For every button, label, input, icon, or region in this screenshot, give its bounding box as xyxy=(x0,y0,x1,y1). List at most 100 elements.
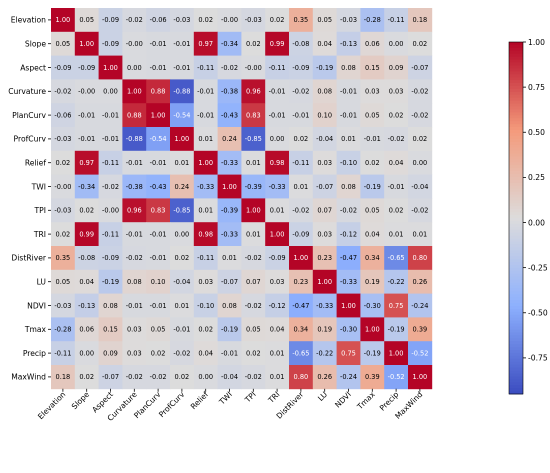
heatmap-cell xyxy=(408,198,433,223)
heatmap-cell xyxy=(336,8,361,33)
heatmap-cell xyxy=(146,174,171,199)
heatmap-cell xyxy=(336,150,361,175)
cell-value-label: -0.33 xyxy=(340,278,357,286)
colorbar-segment xyxy=(509,220,523,225)
cell-value-label: -0.22 xyxy=(316,349,333,357)
cell-value-label: 0.00 xyxy=(270,135,285,143)
colorbar-segment xyxy=(509,244,523,248)
heatmap-cell xyxy=(408,127,433,152)
cell-value-label: -0.01 xyxy=(388,183,405,191)
heatmap-cell xyxy=(241,127,266,152)
cell-value-label: -0.02 xyxy=(245,302,262,310)
y-tick-label: Aspect xyxy=(20,63,46,72)
colorbar-segment xyxy=(509,159,523,163)
x-tick-label: Relief xyxy=(189,390,211,412)
cell-value-label: 0.05 xyxy=(365,207,380,215)
colorbar-segment xyxy=(509,147,523,151)
heatmap-cell xyxy=(51,174,76,199)
cell-value-label: -0.34 xyxy=(78,183,95,191)
cell-value-label: -0.19 xyxy=(364,349,381,357)
cell-value-label: 0.02 xyxy=(389,111,404,119)
heatmap-cell xyxy=(98,341,123,366)
heatmap-cell xyxy=(408,31,433,56)
x-tick-label: TWI xyxy=(217,390,234,407)
heatmap-cell xyxy=(170,55,195,80)
colorbar-segment xyxy=(509,176,523,181)
colorbar-segment xyxy=(509,109,523,113)
colorbar-segment xyxy=(509,127,523,131)
colorbar-segment xyxy=(509,262,523,266)
x-tick-label: TPI xyxy=(243,390,258,405)
heatmap-cell xyxy=(98,269,123,294)
cell-value-label: -0.03 xyxy=(340,16,357,24)
cell-value-label: 0.00 xyxy=(389,40,404,48)
cell-value-label: -0.43 xyxy=(221,111,238,119)
cell-value-label: -0.09 xyxy=(102,254,119,262)
cell-value-label: 0.04 xyxy=(198,349,213,357)
heatmap-cell xyxy=(74,341,99,366)
heatmap-cell xyxy=(170,8,195,33)
colorbar-segment xyxy=(509,62,523,66)
cell-value-label: 0.75 xyxy=(389,302,404,310)
heatmap-cell xyxy=(289,222,314,247)
colorbar-segment xyxy=(509,138,523,143)
heatmap-cell xyxy=(265,246,290,271)
heatmap-cell xyxy=(265,79,290,104)
heatmap-cell xyxy=(98,127,123,152)
heatmap-cell xyxy=(122,8,147,33)
cell-value-label: -0.01 xyxy=(150,230,167,238)
colorbar-segment xyxy=(509,288,523,292)
colorbar-segment xyxy=(509,276,523,280)
heatmap-cell xyxy=(289,127,314,152)
heatmap-cell xyxy=(74,174,99,199)
heatmap-cell xyxy=(384,55,409,80)
cell-value-label: -0.07 xyxy=(221,278,238,286)
colorbar-segment xyxy=(509,282,523,286)
heatmap-cell xyxy=(217,293,242,318)
colorbar-segment xyxy=(509,188,523,192)
cell-value-label: 0.03 xyxy=(389,88,404,96)
heatmap-cell xyxy=(360,246,385,271)
heatmap-cell xyxy=(122,31,147,56)
cell-value-label: -0.01 xyxy=(364,135,381,143)
colorbar-segment xyxy=(509,115,523,119)
cell-value-label: 0.02 xyxy=(246,40,261,48)
heatmap-cell xyxy=(312,103,337,128)
heatmap-cell xyxy=(98,174,123,199)
heatmap-cell xyxy=(122,341,147,366)
x-tick-label: Slope xyxy=(70,390,91,411)
cell-value-label: 1.00 xyxy=(317,278,332,286)
heatmap-cell xyxy=(289,79,314,104)
cell-value-label: 0.01 xyxy=(294,183,309,191)
heatmap-cell xyxy=(336,174,361,199)
colorbar-segment xyxy=(509,370,523,374)
heatmap-cell xyxy=(265,55,290,80)
heatmap-cell xyxy=(51,293,76,318)
cell-value-label: -0.38 xyxy=(221,88,238,96)
colorbar-segment xyxy=(509,212,523,216)
heatmap-cell xyxy=(146,246,171,271)
cell-value-label: 0.00 xyxy=(127,64,142,72)
cell-value-label: 0.02 xyxy=(56,159,71,167)
cell-value-label: 0.18 xyxy=(56,373,71,381)
heatmap-cell xyxy=(408,174,433,199)
cell-value-label: 0.35 xyxy=(56,254,71,262)
heatmap-cell xyxy=(336,103,361,128)
heatmap-cell xyxy=(217,79,242,104)
heatmap-cell xyxy=(170,341,195,366)
colorbar-segment xyxy=(509,165,523,169)
heatmap-cell xyxy=(51,79,76,104)
y-tick-label: TWI xyxy=(31,182,46,191)
heatmap-cell xyxy=(384,103,409,128)
heatmap-cell xyxy=(217,246,242,271)
colorbar-segment xyxy=(509,88,523,93)
heatmap-cell xyxy=(170,103,195,128)
cell-value-label: -0.01 xyxy=(173,40,190,48)
cell-value-label: -0.02 xyxy=(411,207,428,215)
heatmap-cell xyxy=(170,198,195,223)
heatmap-cell xyxy=(336,31,361,56)
heatmap-cell xyxy=(384,79,409,104)
heatmap-cell xyxy=(170,269,195,294)
colorbar-segment xyxy=(509,323,523,327)
heatmap-cell xyxy=(193,246,218,271)
